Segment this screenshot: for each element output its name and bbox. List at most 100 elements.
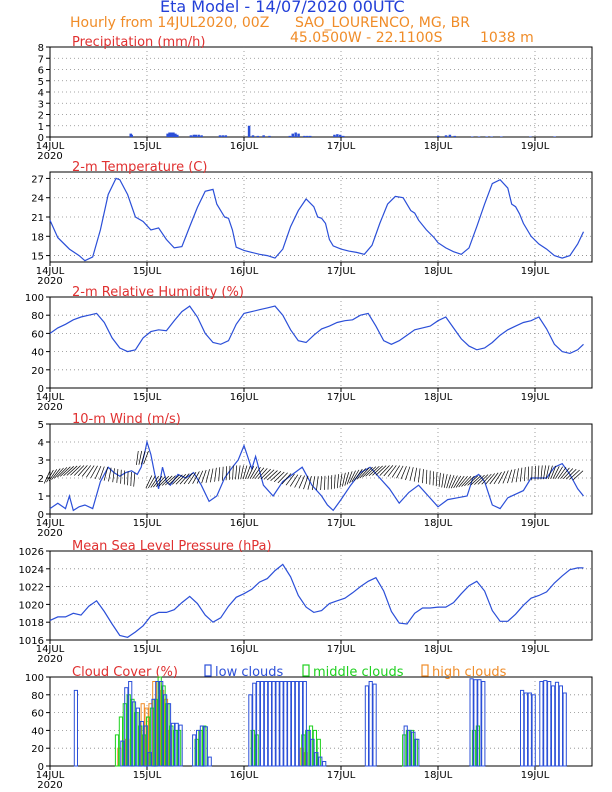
precip-bar (218, 135, 222, 137)
precip-bar (339, 134, 342, 137)
wind-barb (63, 466, 75, 477)
wind-barb (214, 467, 217, 482)
wind-barb (46, 469, 54, 483)
cloud-bar-low (415, 738, 420, 767)
x-tick-label: 15JUL (133, 141, 162, 152)
y-tick-label: 21 (31, 213, 44, 224)
precip-bar (189, 135, 193, 137)
wind-barb (112, 468, 115, 483)
wind-barb (572, 470, 584, 481)
cloud-bar-low (73, 689, 79, 767)
x-tick-label: 14JUL (36, 141, 65, 152)
cloud-bar-low (291, 681, 296, 767)
y-tick-label: 60 (31, 329, 44, 340)
legend-label: low clouds (215, 665, 284, 680)
precip-bar (336, 134, 339, 137)
wind-barb (116, 468, 119, 483)
y-tick-label: 3 (38, 456, 44, 467)
wind-barb (289, 474, 299, 487)
wind-barb (175, 473, 187, 485)
wind-barb (307, 475, 312, 490)
wind-barb (145, 475, 153, 489)
cloud-bar-low (527, 692, 532, 767)
wind-barb (379, 465, 390, 476)
y-tick-label: 0 (38, 384, 44, 395)
cloud-bar-low (372, 683, 377, 767)
precip-bar (174, 133, 177, 137)
wind-barb (368, 465, 380, 476)
wind-barb (140, 450, 146, 465)
panel-title: Precipitation (mm/h) (72, 35, 205, 50)
x-tick-label: 17JUL (327, 392, 356, 403)
cloud-bar-low (155, 681, 160, 767)
precip-bar (308, 135, 312, 137)
x-tick-year: 2020 (37, 780, 62, 791)
wind-barb (425, 469, 428, 484)
wind-barb (103, 466, 109, 481)
x-tick-year: 2020 (37, 276, 62, 287)
wind-barb (172, 474, 183, 485)
wind-barb (569, 469, 580, 480)
wind-barb (94, 465, 102, 480)
cloud-bar-low (267, 681, 272, 767)
precip-bar (200, 135, 203, 137)
wind-barb (470, 475, 482, 486)
y-tick-label: 1020 (19, 600, 44, 611)
precip-bar (251, 135, 255, 137)
wind-barb (183, 472, 193, 485)
panel-frame (49, 296, 593, 389)
wind-barb (453, 475, 462, 489)
x-tick-label: 17JUL (327, 141, 356, 152)
cloud-bar-low (551, 685, 556, 767)
precip-bar (333, 134, 336, 137)
cloud-bar-low (151, 698, 156, 767)
wind-barb (515, 468, 519, 483)
cloud-bar-low (547, 681, 552, 767)
panel-title: 2-m Relative Humidity (%) (72, 285, 244, 300)
chart-coords: 45.0500W - 22.1100S (290, 30, 443, 46)
wind-barb (260, 468, 271, 480)
y-tick-label: 7 (38, 54, 44, 65)
cloud-bar-low (199, 725, 205, 767)
wind-barb (165, 475, 176, 486)
x-tick-label: 16JUL (230, 770, 259, 781)
x-tick-label: 17JUL (327, 266, 356, 277)
wind-barb (155, 475, 166, 487)
wind-barb (464, 475, 475, 487)
wind-barb (99, 466, 105, 480)
wind-barb (344, 472, 350, 486)
y-tick-label: 1016 (19, 636, 44, 647)
y-tick-label: 20 (31, 744, 44, 755)
x-tick-label: 18JUL (424, 266, 453, 277)
x-tick-label: 18JUL (424, 141, 453, 152)
y-tick-label: 15 (31, 252, 44, 263)
cloud-bar-low (252, 682, 257, 767)
cloud-bar-low (302, 681, 307, 767)
wind-barb (346, 471, 353, 485)
panel-frame (49, 423, 593, 515)
cloud-bar-low (306, 729, 311, 767)
cloud-bar-low (481, 681, 486, 767)
wind-barb (354, 468, 363, 481)
cloud-bar-low (120, 740, 125, 767)
cloud-bar-low (473, 679, 478, 767)
x-tick-label: 15JUL (133, 266, 162, 277)
wind-barb (266, 470, 278, 481)
x-tick-label: 18JUL (424, 392, 453, 403)
wind-barb (158, 475, 170, 487)
wind-barb (273, 471, 285, 483)
cloud-bar-low (147, 752, 152, 767)
cloud-bar-low (368, 681, 373, 767)
cloud-bar-low (256, 681, 261, 767)
wind-barb (502, 470, 509, 484)
wind-barb (235, 465, 238, 480)
wind-barb (413, 467, 418, 482)
wind-barb (336, 474, 339, 489)
wind-barb (240, 465, 244, 480)
precip-bar (448, 134, 452, 137)
x-tick-year: 2020 (37, 402, 62, 413)
y-tick-label: 1 (38, 122, 44, 133)
cloud-bar-low (135, 707, 141, 767)
